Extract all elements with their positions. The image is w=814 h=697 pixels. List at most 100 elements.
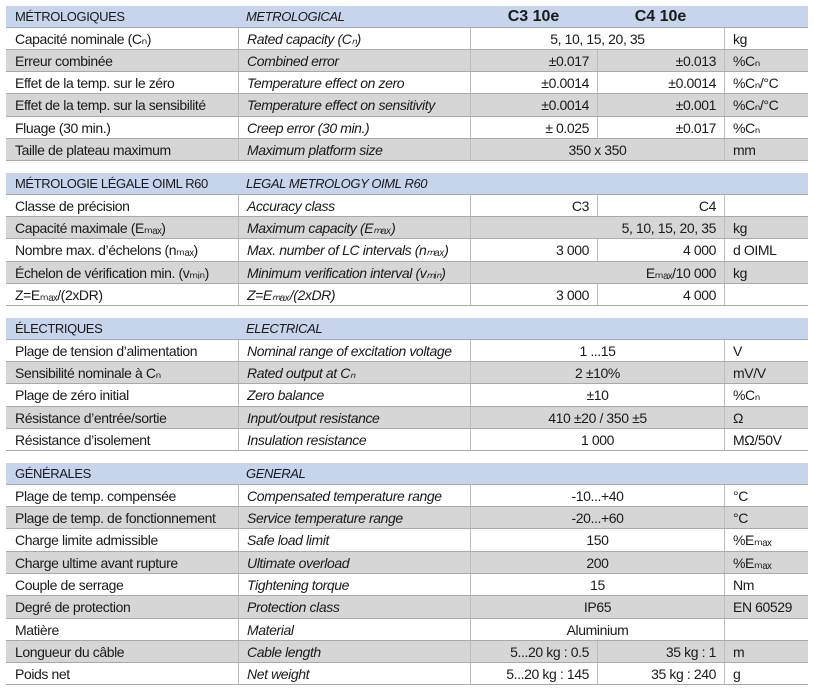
unit: °C — [724, 507, 808, 529]
label-fr: Z=Eₘₐₓ/(2xDR) — [15, 286, 103, 303]
label-fr: Degré de protection — [15, 599, 131, 616]
section-title-fr: MÉTROLOGIQUES — [15, 9, 125, 24]
label-en: Nominal range of excitation voltage — [238, 339, 470, 362]
value-c4: 4 000 — [597, 239, 724, 261]
label-en: Service temperature range — [238, 507, 470, 529]
label-fr: Longueur du câble — [15, 643, 125, 660]
value-c4: ±0.0014 — [597, 72, 724, 94]
table-row: Nombre max. d’échelons (nₘₐₓ) Max. number… — [6, 239, 808, 262]
value: 1 ...15 — [470, 339, 724, 362]
table-row: Fluage (30 min.) Creep error (30 min.) ± 0… — [6, 116, 808, 139]
table-row: Charge ultime avant rupture Ultimate over… — [6, 551, 808, 574]
model-c4: C4 10e — [634, 8, 687, 25]
label-en: Input/output resistance — [238, 406, 470, 428]
unit: Nm — [724, 573, 808, 596]
label-fr: Taille de plateau maximum — [15, 141, 171, 158]
unit: m — [724, 640, 808, 663]
value: IP65 — [470, 596, 724, 618]
label-en: Temperature effect on zero — [238, 72, 470, 94]
label-en: Minimum verification interval (vₘᵢₙ) — [238, 261, 470, 283]
value-c3: 3 000 — [470, 239, 597, 261]
value: -20...+60 — [470, 507, 724, 529]
value: 2 ±10% — [470, 362, 724, 384]
label-fr: Plage de temp. de fonctionnement — [15, 510, 216, 527]
label-fr: Plage de zéro initial — [15, 387, 129, 404]
section-title-fr: GÉNÉRALES — [15, 466, 91, 482]
label-fr: Capacité nominale (Cₙ) — [15, 30, 152, 47]
label-fr: Couple de serrage — [15, 576, 124, 593]
section: GÉNÉRALES GENERAL Plage de temp. compensée… — [6, 463, 808, 686]
value-c3: ±0.0014 — [470, 94, 597, 116]
table-row: Matière Material Aluminium — [6, 618, 808, 641]
label-fr: Résistance d’entrée/sortie — [15, 409, 167, 426]
label-en: Max. number of LC intervals (nₘₐₓ) — [238, 239, 470, 261]
label-fr: Charge limite admissible — [15, 532, 158, 549]
label-en: Rated output at Cₙ — [238, 362, 470, 384]
label-en: Net weight — [238, 663, 470, 685]
unit: Ω — [724, 406, 808, 428]
value-c3: 3 000 — [470, 283, 597, 306]
label-en: Maximum capacity (Eₘₐₓ) — [238, 217, 470, 239]
value: 150 — [470, 529, 724, 551]
label-fr: Capacité maximale (Eₘₐₓ) — [15, 220, 166, 237]
value-c4: ±0.017 — [597, 116, 724, 138]
value-c4: 4 000 — [597, 283, 724, 306]
value-c3: ±0.0014 — [470, 72, 597, 94]
table-row: Effet de la temp. sur le zéro Temperature… — [6, 72, 808, 95]
label-en: Z=Eₘₐₓ/(2xDR) — [238, 283, 470, 306]
value-c4: C4 — [597, 194, 724, 217]
unit: °C — [724, 484, 808, 507]
label-en: Combined error — [238, 49, 470, 72]
table-row: Taille de plateau maximum Maximum platfor… — [6, 138, 808, 162]
label-fr: Effet de la temp. sur le zéro — [15, 75, 175, 92]
label-en: Creep error (30 min.) — [238, 116, 470, 138]
value-c4: 35 kg : 240 — [597, 663, 724, 685]
model-c3: C3 10e — [507, 8, 560, 25]
section: MÉTROLOGIE LÉGALE OIML R60 LEGAL METROLOG… — [6, 173, 808, 307]
value-c3: 5...20 kg : 145 — [470, 663, 597, 685]
table-row: Échelon de vérification min. (vₘᵢₙ) Minim… — [6, 261, 808, 284]
value: 15 — [470, 573, 724, 596]
table-row: Effet de la temp. sur la sensibilité Temp… — [6, 94, 808, 117]
value: ±10 — [470, 384, 724, 406]
label-en: Tightening torque — [238, 573, 470, 596]
section: MÉTROLOGIQUES METROLOGICAL C3 10e C4 10e Cap… — [6, 6, 808, 162]
label-en: Maximum platform size — [238, 138, 470, 161]
value-c3: C3 — [470, 194, 597, 217]
section-title-en: LEGAL METROLOGY OIML R60 — [246, 176, 428, 192]
unit: mm — [724, 138, 808, 161]
label-fr: Classe de précision — [15, 197, 130, 214]
label-en: Safe load limit — [238, 529, 470, 551]
unit: kg — [724, 217, 808, 239]
unit: EN 60529 — [724, 596, 808, 618]
section-title-en: METROLOGICAL — [246, 9, 345, 24]
section-title-fr: ÉLECTRIQUES — [15, 321, 103, 337]
label-fr: Résistance d’isolement — [15, 431, 151, 448]
value: 1 000 — [470, 428, 724, 451]
label-en: Cable length — [238, 640, 470, 663]
table-row: Résistance d’isolement Insulation resista… — [6, 428, 808, 452]
label-en: Material — [238, 618, 470, 640]
table-row: Plage de zéro initial Zero balance ±10 %Cₙ — [6, 384, 808, 407]
label-en: Compensated temperature range — [238, 484, 470, 507]
label-en: Accuracy class — [238, 194, 470, 217]
table-row: Poids net Net weight 5...20 kg : 145 35 kg … — [6, 663, 808, 686]
section-header: MÉTROLOGIQUES METROLOGICAL C3 10e C4 10e — [6, 6, 808, 28]
value-c4: Eₘₐₓ/10 000 — [470, 261, 724, 283]
value: Aluminium — [470, 618, 724, 640]
label-fr: Matière — [15, 621, 59, 638]
section-title-fr: MÉTROLOGIE LÉGALE OIML R60 — [15, 176, 208, 192]
table-row: Plage de temp. de fonctionnement Service … — [6, 507, 808, 530]
table-row: Capacité maximale (Eₘₐₓ) Maximum capacity… — [6, 217, 808, 240]
label-en: Zero balance — [238, 384, 470, 406]
label-en: Ultimate overload — [238, 551, 470, 573]
label-en: Rated capacity (Cₙ) — [238, 27, 470, 49]
table-row: Couple de serrage Tightening torque 15 Nm — [6, 573, 808, 597]
label-fr: Poids net — [15, 666, 70, 683]
value-c3: 5...20 kg : 0.5 — [470, 640, 597, 663]
table-row: Plage de temp. compensée Compensated temp… — [6, 484, 808, 508]
unit: %Cₙ — [724, 116, 808, 138]
label-en: Insulation resistance — [238, 428, 470, 451]
table-row: Capacité nominale (Cₙ) Rated capacity (Cₙ… — [6, 27, 808, 50]
table-row: Sensibilité nominale à Cₙ Rated output at… — [6, 362, 808, 385]
